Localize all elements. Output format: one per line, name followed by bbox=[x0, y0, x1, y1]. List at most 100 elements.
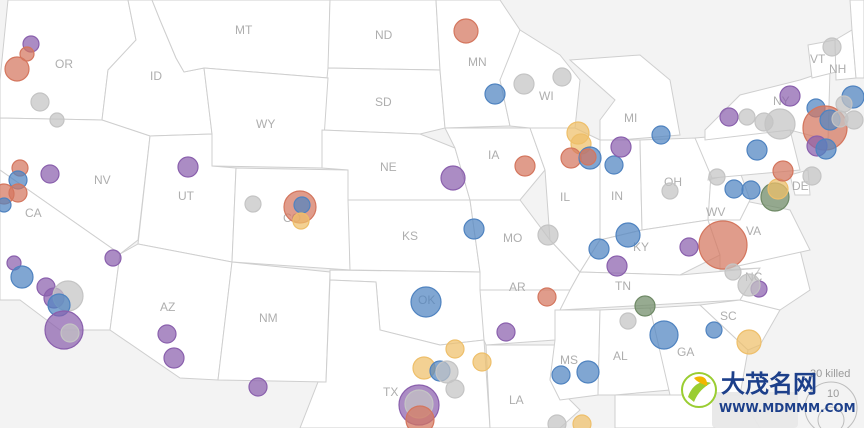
state-label-ca: CA bbox=[25, 206, 42, 220]
incident-bubble-purple[interactable] bbox=[163, 347, 185, 369]
incident-bubble-gray[interactable] bbox=[552, 67, 572, 87]
incident-bubble-yellow[interactable] bbox=[767, 178, 789, 200]
incident-bubble-blue[interactable] bbox=[815, 138, 837, 160]
legend-circle-large bbox=[804, 381, 858, 428]
incident-bubble-blue[interactable] bbox=[0, 197, 12, 213]
incident-bubble-blue[interactable] bbox=[604, 155, 624, 175]
incident-bubble-yellow[interactable] bbox=[292, 212, 310, 230]
incident-bubble-gray[interactable] bbox=[844, 110, 864, 130]
incident-bubble-gray[interactable] bbox=[708, 168, 726, 186]
incident-bubble-red[interactable] bbox=[405, 405, 435, 428]
state-label-wv: WV bbox=[706, 205, 725, 219]
incident-bubble-purple[interactable] bbox=[719, 107, 739, 127]
incident-bubble-gray[interactable] bbox=[661, 182, 679, 200]
state-wi[interactable] bbox=[499, 29, 581, 129]
incident-bubble-gray[interactable] bbox=[244, 195, 262, 213]
incident-bubble-purple[interactable] bbox=[610, 136, 632, 158]
incident-bubble-purple[interactable] bbox=[779, 85, 801, 107]
state-tx[interactable] bbox=[299, 279, 491, 428]
incident-bubble-blue[interactable] bbox=[615, 222, 641, 248]
incident-bubble-gray[interactable] bbox=[737, 273, 761, 297]
incident-bubble-yellow[interactable] bbox=[445, 339, 465, 359]
size-legend: 30 killed 10 bbox=[804, 368, 858, 428]
incident-bubble-gray[interactable] bbox=[49, 112, 65, 128]
state-label-nh: NH bbox=[829, 62, 846, 76]
incident-bubble-red[interactable] bbox=[579, 148, 597, 166]
incident-bubble-blue[interactable] bbox=[724, 179, 744, 199]
state-label-ar: AR bbox=[509, 280, 526, 294]
state-wy[interactable] bbox=[203, 67, 329, 169]
incident-bubble-gray[interactable] bbox=[835, 95, 853, 113]
incident-bubble-blue[interactable] bbox=[651, 125, 671, 145]
incident-bubble-gray[interactable] bbox=[60, 323, 80, 343]
incident-bubble-blue[interactable] bbox=[649, 320, 679, 350]
incident-bubble-yellow[interactable] bbox=[572, 414, 592, 428]
incident-bubble-blue[interactable] bbox=[484, 83, 506, 105]
incident-bubble-purple[interactable] bbox=[496, 322, 516, 342]
state-label-sd: SD bbox=[375, 95, 392, 109]
state-label-az: AZ bbox=[160, 300, 175, 314]
state-label-wy: WY bbox=[256, 117, 275, 131]
incident-bubble-purple[interactable] bbox=[248, 377, 268, 397]
incident-bubble-gray[interactable] bbox=[547, 414, 567, 428]
state-label-ks: KS bbox=[402, 229, 418, 243]
incident-bubble-gray[interactable] bbox=[537, 224, 559, 246]
state-label-va: VA bbox=[746, 224, 761, 238]
incident-bubble-yellow[interactable] bbox=[472, 352, 492, 372]
incident-bubble-red[interactable] bbox=[19, 46, 35, 62]
incident-bubble-purple[interactable] bbox=[40, 164, 60, 184]
watermark-backplate bbox=[712, 392, 798, 428]
incident-bubble-gray[interactable] bbox=[724, 263, 742, 281]
incident-bubble-red[interactable] bbox=[560, 147, 582, 169]
state-label-al: AL bbox=[613, 349, 628, 363]
incident-bubble-gray[interactable] bbox=[445, 379, 465, 399]
watermark-logo-icon bbox=[681, 372, 717, 408]
incident-bubble-gray[interactable] bbox=[738, 108, 756, 126]
incident-bubble-purple[interactable] bbox=[104, 249, 122, 267]
state-label-la: LA bbox=[509, 393, 524, 407]
watermark-url: WWW.MDMMM.COM bbox=[719, 401, 856, 415]
incident-bubble-blue[interactable] bbox=[741, 180, 761, 200]
incident-bubble-gray[interactable] bbox=[30, 92, 50, 112]
incident-bubble-green[interactable] bbox=[634, 295, 656, 317]
incident-bubble-purple[interactable] bbox=[157, 324, 177, 344]
state-label-sc: SC bbox=[720, 309, 737, 323]
incident-bubble-red[interactable] bbox=[4, 56, 30, 82]
site-watermark: 大茂名网 WWW.MDMMM.COM bbox=[681, 370, 856, 428]
incident-bubble-yellow[interactable] bbox=[736, 329, 762, 355]
incident-bubble-gray[interactable] bbox=[513, 73, 535, 95]
incident-bubble-red[interactable] bbox=[772, 160, 794, 182]
incident-bubble-blue[interactable] bbox=[410, 286, 442, 318]
incident-bubble-purple[interactable] bbox=[606, 255, 628, 277]
state-label-de: DE bbox=[792, 179, 809, 193]
incident-bubble-red[interactable] bbox=[698, 220, 748, 270]
state-label-il: IL bbox=[560, 190, 570, 204]
incident-bubble-purple[interactable] bbox=[177, 156, 199, 178]
state-me[interactable] bbox=[849, 0, 864, 79]
incident-bubble-blue[interactable] bbox=[576, 360, 600, 384]
incident-bubble-blue[interactable] bbox=[293, 196, 311, 214]
incident-bubble-blue[interactable] bbox=[588, 238, 610, 260]
incident-bubble-red[interactable] bbox=[537, 287, 557, 307]
incident-bubble-purple[interactable] bbox=[440, 165, 466, 191]
incident-bubble-blue[interactable] bbox=[10, 265, 34, 289]
incident-bubble-red[interactable] bbox=[453, 18, 479, 44]
incident-bubble-red[interactable] bbox=[514, 155, 536, 177]
incident-bubble-blue[interactable] bbox=[746, 139, 768, 161]
state-label-ga: GA bbox=[677, 345, 694, 359]
state-label-or: OR bbox=[55, 57, 73, 71]
incident-bubble-gray[interactable] bbox=[435, 360, 459, 384]
incident-bubble-blue[interactable] bbox=[551, 365, 571, 385]
incident-bubble-gray[interactable] bbox=[802, 166, 822, 186]
incident-bubble-purple[interactable] bbox=[679, 237, 699, 257]
incident-bubble-blue[interactable] bbox=[463, 218, 485, 240]
incident-bubbles[interactable] bbox=[0, 18, 864, 428]
incident-bubble-blue[interactable] bbox=[705, 321, 723, 339]
incident-bubble-gray[interactable] bbox=[619, 312, 637, 330]
state-label-nd: ND bbox=[375, 28, 393, 42]
state-label-wi: WI bbox=[539, 89, 554, 103]
state-label-nm: NM bbox=[259, 311, 278, 325]
incident-bubble-gray[interactable] bbox=[764, 108, 796, 140]
incident-bubble-gray[interactable] bbox=[822, 37, 842, 57]
